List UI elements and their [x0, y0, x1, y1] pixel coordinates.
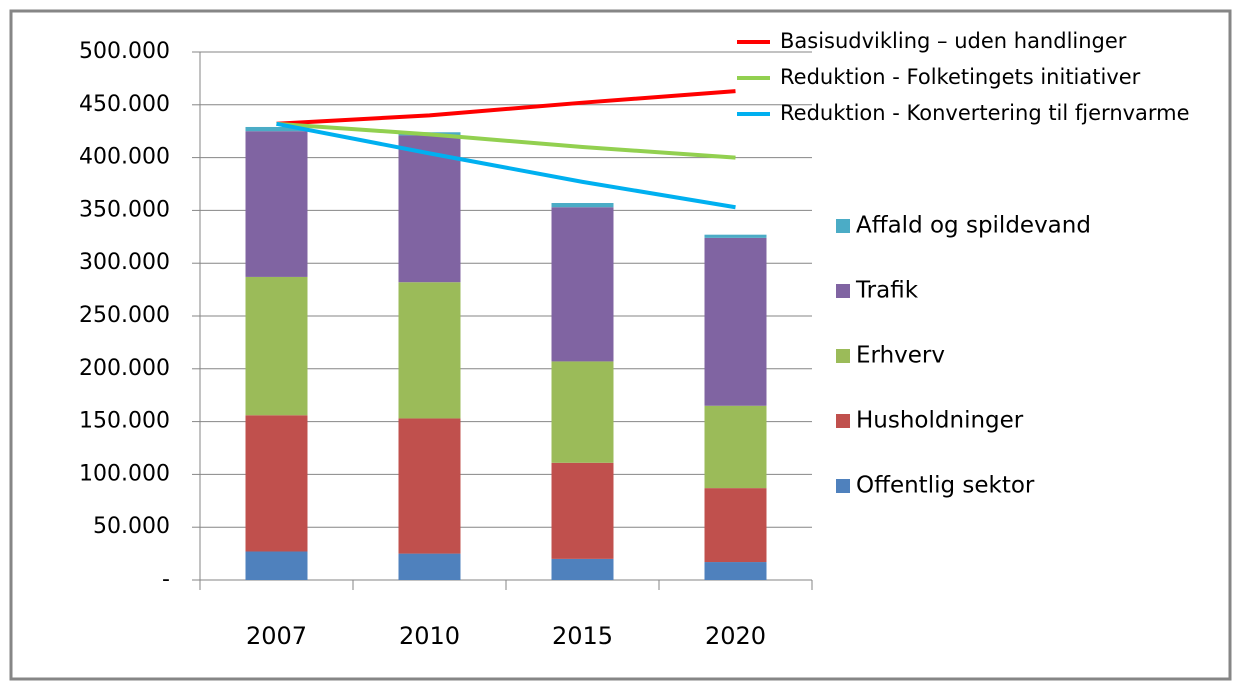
y-tick-label: 300.000 — [79, 250, 170, 275]
bar-segment — [704, 562, 767, 580]
bar-segment — [704, 488, 767, 563]
x-tick-label: 2020 — [705, 622, 766, 650]
x-tick-label: 2010 — [399, 622, 460, 650]
bar-segment — [398, 282, 461, 419]
bar-segment — [245, 131, 308, 277]
legend-label: Trafik — [855, 278, 919, 304]
legend-swatch — [836, 349, 850, 363]
line-series — [276, 89, 736, 126]
legend-label: Reduktion - Folketingets initiativer — [780, 65, 1141, 89]
y-tick-label: 400.000 — [79, 145, 170, 170]
legend-label: Affald og spildevand — [856, 213, 1091, 239]
chart-border — [9, 9, 1232, 681]
legend-swatch — [836, 219, 850, 233]
y-tick-label: - — [162, 567, 170, 592]
legend-swatch — [836, 414, 850, 428]
y-tick-label: 200.000 — [79, 356, 170, 381]
bar-segment — [245, 415, 308, 552]
bar-segment — [245, 551, 308, 580]
bar-segment — [704, 405, 767, 489]
bar-segment — [704, 234, 767, 238]
bar-segment — [398, 553, 461, 580]
y-tick-label: 450.000 — [79, 92, 170, 117]
bar-segment — [551, 462, 614, 559]
y-tick-label: 100.000 — [79, 461, 170, 486]
bar-segment — [245, 126, 308, 132]
bar-segment — [245, 276, 308, 416]
x-tick-label: 2007 — [246, 622, 307, 650]
legend-swatch — [836, 479, 850, 493]
x-tick-label: 2015 — [552, 622, 613, 650]
bar-segment — [551, 558, 614, 580]
bar-segment — [398, 135, 461, 283]
line-series — [276, 121, 736, 160]
legend-swatch — [836, 284, 850, 298]
bar-segment — [551, 203, 614, 208]
y-tick-label: 350.000 — [79, 197, 170, 222]
y-tick-label: 500.000 — [79, 39, 170, 64]
legend-label: Reduktion - Konvertering til fjernvarme — [780, 101, 1190, 125]
y-tick-label: 150.000 — [79, 409, 170, 434]
bar-segment — [398, 418, 461, 554]
legend-label: Basisudvikling – uden handlinger — [780, 29, 1127, 53]
bar-segment — [704, 237, 767, 406]
legend-label: Offentlig sektor — [856, 473, 1035, 499]
bar-segment — [551, 207, 614, 362]
bar-segment — [551, 361, 614, 463]
legend-label: Husholdninger — [856, 408, 1024, 434]
y-tick-label: 50.000 — [93, 514, 170, 539]
legend-label: Erhverv — [856, 343, 945, 369]
line-series — [276, 121, 736, 210]
y-tick-label: 250.000 — [79, 303, 170, 328]
